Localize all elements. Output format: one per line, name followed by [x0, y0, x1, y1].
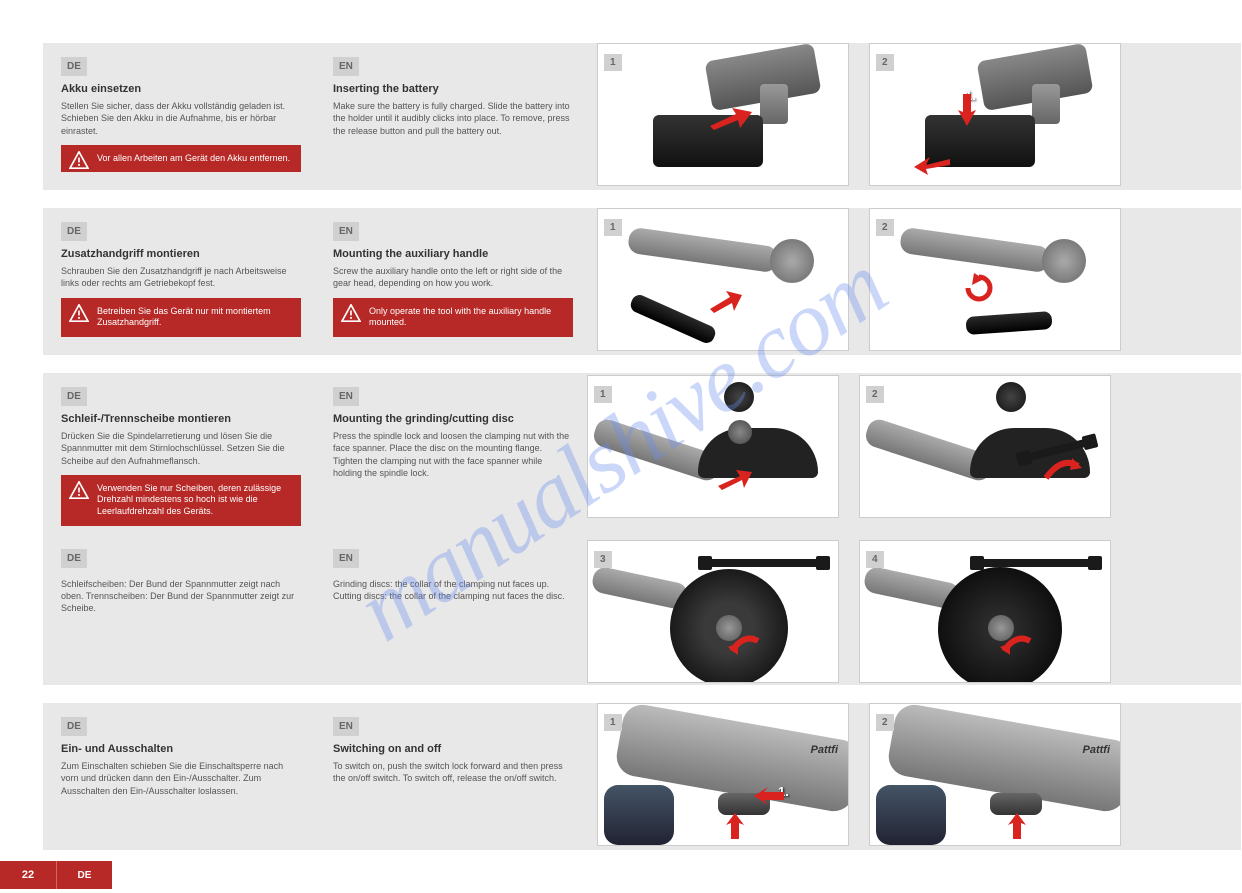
disc-images-right: 2 4 [859, 373, 1131, 685]
warning-icon [69, 481, 89, 499]
figure-number: 4 [866, 551, 884, 568]
step-text: Press the spindle lock and loosen the cl… [333, 430, 573, 479]
figure-number: 1 [604, 54, 622, 71]
step-title: Mounting the grinding/cutting disc [333, 412, 573, 426]
step-title: Akku einsetzen [61, 82, 301, 96]
lang-tag: EN [333, 549, 359, 568]
handle-image-2: 2 [859, 208, 1131, 355]
step-title: Ein- und Ausschalten [61, 742, 301, 756]
handle-image-1: 1 [587, 208, 859, 355]
figure-number: 2 [866, 386, 884, 403]
handle-text-en: EN Mounting the auxiliary handle Screw t… [315, 208, 587, 355]
figure-mount-handle-right: 2 [869, 208, 1121, 351]
arrow-icon [708, 291, 742, 313]
lang-tag: EN [333, 717, 359, 736]
warning-text: Betreiben Sie das Gerät nur mit montiert… [97, 306, 271, 328]
rotate-arrow-icon [1042, 454, 1082, 482]
step-text: Stellen Sie sicher, dass der Akku vollst… [61, 100, 301, 136]
brand-label: Pattfi [1083, 744, 1111, 756]
lang-tag: EN [333, 387, 359, 406]
step-title: Zusatzhandgriff montieren [61, 247, 301, 261]
arrow-icon [716, 468, 752, 490]
lang-tag: DE [61, 57, 87, 76]
switch-text-en: EN Switching on and off To switch on, pu… [315, 703, 587, 850]
rotate-arrow-icon [728, 629, 762, 655]
figure-number: 3 [594, 551, 612, 568]
lang-tag: EN [333, 57, 359, 76]
arrow-icon [754, 787, 784, 805]
figure-grinding-disc: 3 [587, 540, 839, 683]
disc-images-left: 1 3 [587, 373, 859, 685]
figure-number: 2 [876, 219, 894, 236]
row-disc: DE Schleif-/Trennscheibe montieren Drück… [43, 373, 1241, 685]
arrow-icon [958, 92, 976, 126]
arrow-icon [708, 106, 752, 132]
warning-box: Only operate the tool with the auxiliary… [333, 298, 573, 337]
disc-text-de: DE Schleif-/Trennscheibe montieren Drück… [43, 373, 315, 685]
manual-spread: DE Akku einsetzen Stellen Sie sicher, da… [0, 0, 1242, 893]
figure-tighten-flange: 2 [859, 375, 1111, 518]
warning-icon [69, 151, 89, 169]
figure-remove-flange: 1 [587, 375, 839, 518]
warning-icon [341, 304, 361, 322]
figure-switch-off: 2 Pattfi [869, 703, 1121, 846]
step-text: Schrauben Sie den Zusatzhandgriff je nac… [61, 265, 301, 289]
switch-text-de: DE Ein- und Ausschalten Zum Einschalten … [43, 703, 315, 850]
page-number: 22 [0, 861, 56, 889]
figure-cutting-disc: 4 [859, 540, 1111, 683]
battery-text-de: DE Akku einsetzen Stellen Sie sicher, da… [43, 43, 315, 190]
lang-tag: EN [333, 222, 359, 241]
battery-text-en: EN Inserting the battery Make sure the b… [315, 43, 587, 190]
arrow-icon [726, 813, 744, 839]
figure-insert-battery: 1 [597, 43, 849, 186]
warning-text: Vor allen Arbeiten am Gerät den Akku ent… [97, 153, 290, 163]
warning-box: Vor allen Arbeiten am Gerät den Akku ent… [61, 145, 301, 173]
step-text: Drücken Sie die Spindelarretierung und l… [61, 430, 301, 466]
row-switch: DE Ein- und Ausschalten Zum Einschalten … [43, 703, 1241, 850]
row-handle: DE Zusatzhandgriff montieren Schrauben S… [43, 208, 1241, 355]
warning-box: Verwenden Sie nur Scheiben, deren zuläss… [61, 475, 301, 526]
row-battery: DE Akku einsetzen Stellen Sie sicher, da… [43, 43, 1241, 190]
step-title: Schleif-/Trennscheibe montieren [61, 412, 301, 426]
handle-text-de: DE Zusatzhandgriff montieren Schrauben S… [43, 208, 315, 355]
lang-tag: DE [61, 717, 87, 736]
brand-label: Pattfi [811, 744, 839, 756]
step-title: Inserting the battery [333, 82, 573, 96]
battery-image-2: 2 1. [859, 43, 1131, 190]
switch-image-1: 1 Pattfi 1. [587, 703, 859, 850]
arrow-icon [1008, 813, 1026, 839]
figure-switch-on: 1 Pattfi 1. [597, 703, 849, 846]
figure-number: 2 [876, 714, 894, 731]
warning-box: Betreiben Sie das Gerät nur mit montiert… [61, 298, 301, 337]
step-text: Zum Einschalten schieben Sie die Einscha… [61, 760, 301, 796]
warning-text: Verwenden Sie nur Scheiben, deren zuläss… [97, 483, 281, 516]
figure-number: 1 [604, 219, 622, 236]
step-text: To switch on, push the switch lock forwa… [333, 760, 573, 784]
switch-image-2: 2 Pattfi [859, 703, 1131, 850]
rotate-arrow-icon [1000, 629, 1034, 655]
arrow-icon [914, 155, 950, 175]
lang-tag: DE [61, 387, 87, 406]
page-footer: 22 DE [0, 861, 112, 889]
rotate-arrow-icon [964, 273, 994, 303]
step-text: Screw the auxiliary handle onto the left… [333, 265, 573, 289]
battery-image-1: 1 [587, 43, 859, 190]
figure-mount-handle-left: 1 [597, 208, 849, 351]
figure-remove-battery: 2 1. [869, 43, 1121, 186]
lang-tag: DE [61, 549, 87, 568]
figure-number: 1 [594, 386, 612, 403]
step-text: Grinding discs: the collar of the clampi… [333, 578, 573, 602]
step-text: Make sure the battery is fully charged. … [333, 100, 573, 136]
figure-number: 1 [604, 714, 622, 731]
warning-icon [69, 304, 89, 322]
lang-tag: DE [61, 222, 87, 241]
disc-text-en: EN Mounting the grinding/cutting disc Pr… [315, 373, 587, 685]
step-text: Schleifscheiben: Der Bund der Spannmutte… [61, 578, 301, 614]
step-title: Mounting the auxiliary handle [333, 247, 573, 261]
warning-text: Only operate the tool with the auxiliary… [369, 306, 551, 328]
footer-lang: DE [56, 861, 112, 889]
figure-number: 2 [876, 54, 894, 71]
step-title: Switching on and off [333, 742, 573, 756]
